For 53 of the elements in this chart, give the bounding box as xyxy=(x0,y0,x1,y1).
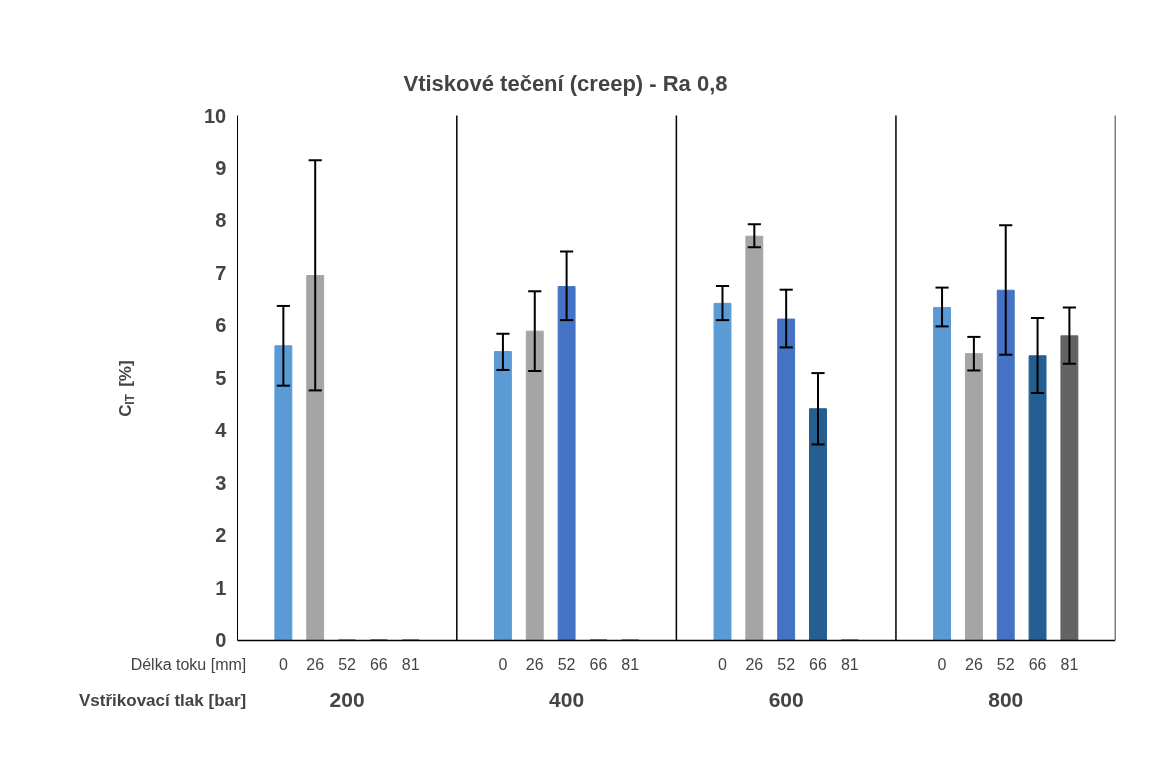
y-tick-label: 5 xyxy=(215,366,227,389)
bar xyxy=(809,408,827,641)
bar xyxy=(306,275,325,641)
text: 0 xyxy=(498,656,508,674)
text: 66 xyxy=(369,656,388,674)
bar xyxy=(1028,355,1047,641)
text: 0 xyxy=(718,656,727,674)
bar xyxy=(745,235,764,641)
text: 81 xyxy=(401,656,420,674)
series-label: 0 xyxy=(278,656,288,674)
y-tick-label: 8 xyxy=(215,209,227,232)
bar xyxy=(964,353,983,641)
bar xyxy=(493,351,512,641)
x-tick-label: 600 xyxy=(768,688,804,712)
text: 66 xyxy=(589,656,608,674)
series-label: 52 xyxy=(557,656,576,674)
text: 26 xyxy=(745,656,764,674)
bar xyxy=(525,330,544,641)
series-label: 66 xyxy=(1028,656,1047,674)
x-tick-label: 400 xyxy=(549,688,585,712)
x-tick-label: 800 xyxy=(988,688,1024,712)
chart-title: Vtiskové tečení (creep) - Ra 0,8 xyxy=(403,70,728,96)
y-tick-label: 9 xyxy=(215,157,227,180)
bar xyxy=(933,307,951,641)
y-tick-label: 6 xyxy=(215,314,227,337)
text: 0 xyxy=(937,656,947,674)
series-label: 26 xyxy=(964,656,983,674)
bar xyxy=(557,286,576,641)
text: 52 xyxy=(338,656,356,674)
bar xyxy=(777,318,796,641)
y-tick-label: 0 xyxy=(215,629,227,652)
text: 81 xyxy=(621,656,640,674)
text: 52 xyxy=(996,656,1015,674)
bar xyxy=(274,345,293,641)
text: 81 xyxy=(840,656,859,674)
text: 52 xyxy=(777,656,796,674)
y-axis-title: CIT [%] xyxy=(115,360,138,417)
y-tick-label: 10 xyxy=(204,104,227,127)
text: 26 xyxy=(306,656,325,674)
bar xyxy=(996,289,1015,641)
y-tick-label: 4 xyxy=(215,419,228,442)
y-tick-label: 1 xyxy=(215,576,227,599)
y-tick-label: 2 xyxy=(215,524,227,547)
bar xyxy=(713,302,732,641)
text: 66 xyxy=(809,656,827,674)
x-axis-title: Vstřikovací tlak [bar] xyxy=(79,690,247,710)
legend-title: Délka toku [mm] xyxy=(130,655,247,673)
text: 26 xyxy=(525,656,544,674)
y-tick-label: 7 xyxy=(215,261,227,284)
bar xyxy=(1060,335,1079,641)
series-label: 81 xyxy=(1060,656,1079,674)
y-tick-label: 3 xyxy=(215,471,227,494)
x-tick-label: 200 xyxy=(329,688,365,712)
